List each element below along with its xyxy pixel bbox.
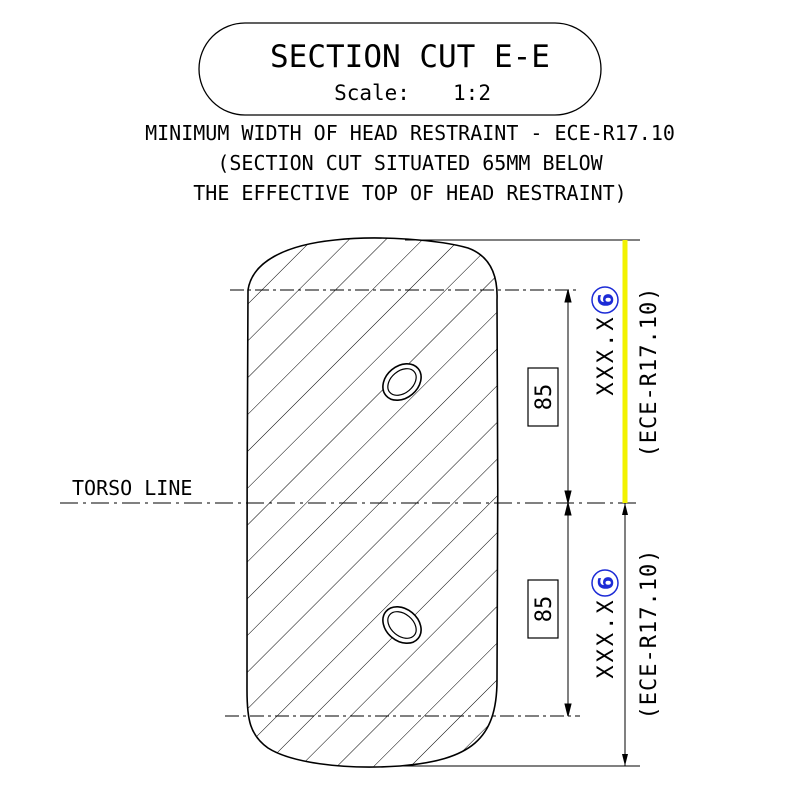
upper-dimension-85: 85 bbox=[527, 367, 559, 427]
lower-standard-annotation: (ECE-R17.10) bbox=[637, 549, 662, 720]
lower-note-number: 6 bbox=[594, 576, 618, 590]
outer-dimension-lines bbox=[622, 240, 628, 766]
description-block: MINIMUM WIDTH OF HEAD RESTRAINT - ECE-R1… bbox=[145, 121, 675, 205]
upper-standard-text: (ECE-R17.10) bbox=[637, 287, 662, 458]
lower-rod-hole bbox=[382, 605, 422, 645]
lower-standard-text: (ECE-R17.10) bbox=[637, 549, 662, 720]
lower-dimension-value: 85 bbox=[532, 596, 557, 623]
upper-measured-annotation: XXX.X 6 bbox=[591, 286, 619, 396]
upper-note-circle bbox=[591, 286, 619, 314]
inner-dimension-lines bbox=[564, 289, 572, 717]
section-title: SECTION CUT E-E bbox=[270, 39, 550, 75]
lower-measured-value: XXX.X bbox=[594, 597, 619, 678]
description-line-1: MINIMUM WIDTH OF HEAD RESTRAINT - ECE-R1… bbox=[145, 121, 675, 145]
description-line-3: THE EFFECTIVE TOP OF HEAD RESTRAINT) bbox=[193, 181, 626, 205]
upper-note-number: 6 bbox=[594, 293, 618, 307]
upper-dimension-value: 85 bbox=[532, 384, 557, 411]
scale-value: 1:2 bbox=[453, 81, 491, 105]
head-restraint-section bbox=[246, 237, 499, 768]
torso-line-label: TORSO LINE bbox=[72, 476, 192, 500]
lower-note-circle bbox=[591, 569, 619, 597]
upper-standard-annotation: (ECE-R17.10) bbox=[637, 287, 662, 458]
scale-label: Scale: bbox=[334, 81, 410, 105]
upper-measured-value: XXX.X bbox=[594, 314, 619, 395]
upper-rod-hole bbox=[382, 362, 422, 402]
title-box: SECTION CUT E-E Scale: 1:2 bbox=[198, 22, 602, 116]
lower-measured-annotation: XXX.X 6 bbox=[591, 569, 619, 679]
lower-dimension-85: 85 bbox=[527, 579, 559, 639]
description-line-2: (SECTION CUT SITUATED 65MM BELOW bbox=[217, 151, 603, 175]
